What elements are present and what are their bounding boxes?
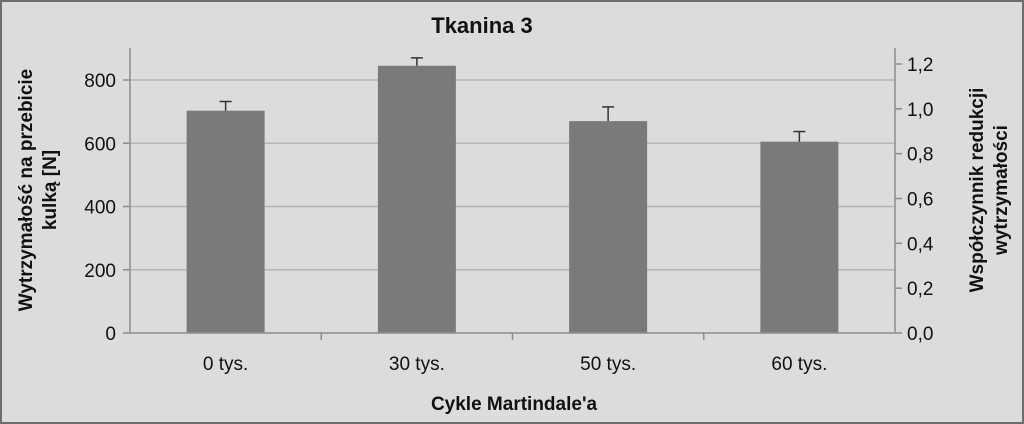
y2-tick-label: 1,0 xyxy=(907,100,933,121)
bar xyxy=(569,121,648,333)
y2-axis-ticks: 0,0 0,2 0,4 0,6 0,8 1,0 1,2 xyxy=(907,55,934,345)
y-axis-title-line-1: Wytrzymałość na przebicie xyxy=(16,69,37,312)
y2-tick-label: 0,4 xyxy=(907,234,934,255)
x-tick-label: 50 tys. xyxy=(580,354,636,375)
bar xyxy=(377,65,456,334)
chart-title: Tkanina 3 xyxy=(431,13,532,38)
x-tick-label: 0 tys. xyxy=(203,354,248,375)
y2-tick-label: 0,6 xyxy=(907,190,933,211)
y2-tick-label: 0,2 xyxy=(907,279,933,300)
x-tick-label: 30 tys. xyxy=(389,354,445,375)
y2-axis-title: Współczynnik redukcji wytrzymałości xyxy=(967,88,1012,293)
y-axis-title: Wytrzymałość na przebicie kulką [N] xyxy=(16,69,61,312)
y-axis-title-line-2: kulką [N] xyxy=(40,150,61,230)
y2-tick-label: 0,0 xyxy=(907,324,933,345)
bar-series xyxy=(186,57,839,334)
y2-axis-title-line-1: Współczynnik redukcji xyxy=(967,88,988,293)
y-tick-label: 400 xyxy=(84,198,116,219)
y-tick-label: 200 xyxy=(84,261,116,282)
x-axis-title: Cykle Martindale'a xyxy=(431,394,598,415)
x-tick-label: 60 tys. xyxy=(771,354,827,375)
bar xyxy=(186,110,265,334)
y2-tick-label: 0,8 xyxy=(907,145,933,166)
y2-axis-title-line-2: wytrzymałości xyxy=(991,125,1012,256)
y2-tick-label: 1,2 xyxy=(907,55,933,76)
y-tick-label: 800 xyxy=(84,71,116,92)
y-tick-label: 0 xyxy=(105,324,116,345)
axes xyxy=(123,48,902,340)
x-axis-ticks: 0 tys. 30 tys. 50 tys. 60 tys. xyxy=(203,354,827,375)
y-tick-label: 600 xyxy=(84,134,116,155)
y-axis-ticks: 0 200 400 600 800 xyxy=(84,71,116,345)
bar xyxy=(760,141,839,333)
